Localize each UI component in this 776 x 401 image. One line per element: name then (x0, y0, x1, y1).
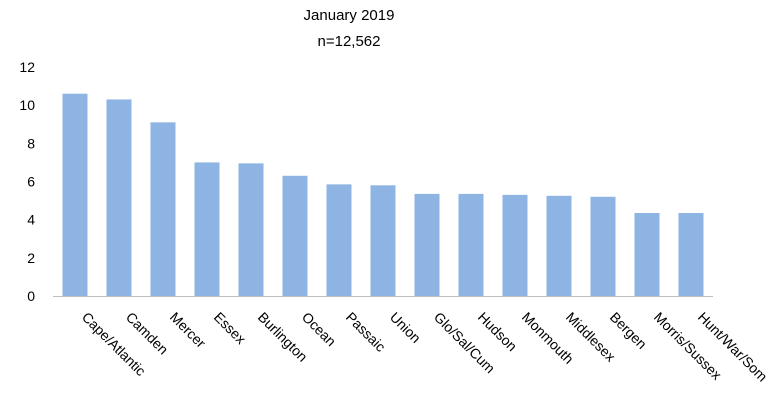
bar (62, 93, 88, 296)
y-tick-label: 0 (27, 288, 35, 304)
bar (458, 193, 484, 296)
x-tick-label: Mercer (167, 309, 209, 351)
y-tick-label: 2 (27, 250, 35, 266)
bar (326, 184, 352, 296)
bar (414, 193, 440, 296)
y-tick-label: 8 (27, 135, 35, 151)
y-tick-label: 6 (27, 174, 35, 190)
bar (590, 196, 616, 296)
bars (62, 93, 704, 296)
x-tick-label: Bergen (607, 309, 650, 352)
bar (634, 212, 660, 296)
bar (678, 212, 704, 296)
chart-subtitle: n=12,562 (318, 33, 381, 50)
bar (282, 175, 308, 296)
x-tick-label: Passaic (343, 309, 389, 355)
bar (194, 162, 220, 296)
x-tick-label: Union (387, 309, 424, 346)
y-tick-label: 10 (19, 97, 35, 113)
x-tick-label: Essex (211, 309, 249, 347)
bar (502, 194, 528, 296)
x-tick-label: Ocean (299, 309, 339, 349)
bar (370, 185, 396, 296)
bar (150, 122, 176, 296)
chart-title: January 2019 (304, 7, 395, 24)
bar (238, 163, 264, 296)
y-axis-ticks: 0 2 4 6 8 10 12 (19, 59, 35, 304)
bar (546, 195, 572, 296)
bar (106, 99, 132, 296)
y-tick-label: 4 (27, 212, 35, 228)
y-tick-label: 12 (19, 59, 35, 75)
